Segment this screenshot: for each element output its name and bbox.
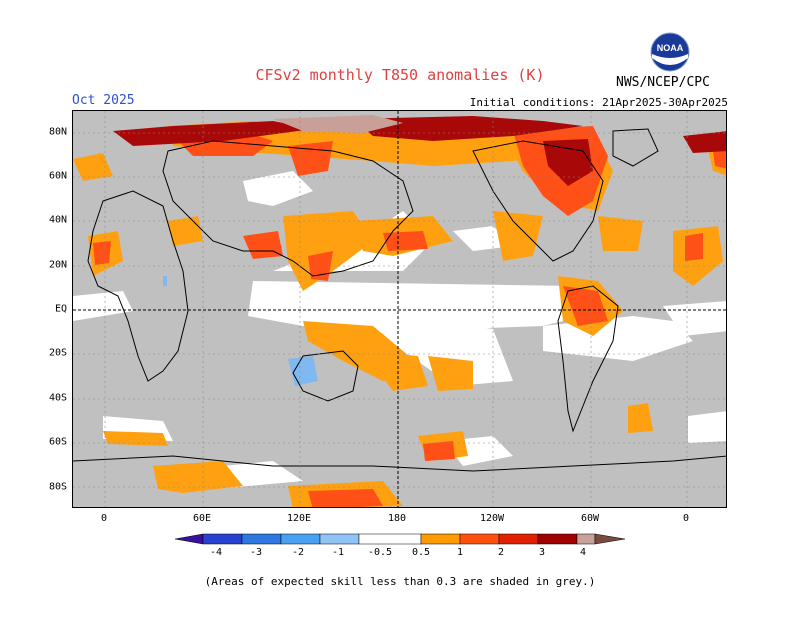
colorbar-swatch-2	[241, 533, 282, 545]
colorbar-label-neg4: -4	[209, 547, 223, 558]
lon-label-60w: 60W	[580, 513, 600, 524]
colorbar-swatch-5	[358, 533, 422, 545]
dark-red-anomaly-areas	[113, 116, 726, 186]
grid-lines	[73, 111, 726, 507]
lat-label-80n: 80N	[48, 126, 67, 138]
lat-label-eq: EQ	[54, 303, 67, 315]
colorbar-label-1: 1	[456, 547, 464, 558]
colorbar-label-neg3: -3	[249, 547, 263, 558]
colorbar-swatch-0	[174, 533, 204, 545]
lon-label-60e: 60E	[192, 513, 212, 524]
colorbar-swatch-8	[498, 533, 539, 545]
lon-label-0-right: 0	[682, 513, 690, 524]
map-svg	[73, 111, 726, 507]
lon-label-120e: 120E	[286, 513, 312, 524]
initial-conditions: Initial conditions: 21Apr2025-30Apr2025	[469, 96, 728, 109]
lon-label-0-left: 0	[100, 513, 108, 524]
forecast-month: Oct 2025	[72, 93, 135, 108]
lat-label-20s: 20S	[48, 347, 67, 359]
lat-label-80s: 80S	[48, 481, 67, 493]
colorbar-label-3: 3	[538, 547, 546, 558]
colorbar-swatch-4	[319, 533, 360, 545]
anomaly-map	[72, 110, 727, 508]
noaa-logo: NOAA	[650, 32, 690, 72]
footnote: (Areas of expected skill less than 0.3 a…	[204, 575, 596, 588]
colorbar-label-4: 4	[579, 547, 587, 558]
colorbar-label-neg2: -2	[291, 547, 305, 558]
lon-label-180: 180	[387, 513, 407, 524]
lat-label-60n: 60N	[48, 170, 67, 182]
lat-label-40n: 40N	[48, 214, 67, 226]
colorbar-label-neg1: -1	[331, 547, 345, 558]
colorbar-swatch-9	[537, 533, 578, 545]
colorbar-label-2: 2	[497, 547, 505, 558]
logo-text: NOAA	[657, 43, 684, 53]
colorbar-label-neg05: -0.5	[367, 547, 393, 558]
colorbar-swatch-6	[420, 533, 461, 545]
colorbar-label-05: 0.5	[411, 547, 431, 558]
chart-title: CFSv2 monthly T850 anomalies (K)	[255, 66, 545, 84]
colorbar-swatch-10	[576, 533, 596, 545]
lat-label-20n: 20N	[48, 259, 67, 271]
coastlines	[73, 128, 726, 472]
lat-label-40s: 40S	[48, 392, 67, 404]
colorbar-swatch-1	[202, 533, 243, 545]
lon-label-120w: 120W	[479, 513, 505, 524]
colorbar-swatch-3	[280, 533, 321, 545]
agency-label: NWS/NCEP/CPC	[616, 75, 710, 90]
colorbar	[174, 533, 626, 545]
lat-label-60s: 60S	[48, 436, 67, 448]
colorbar-swatch-7	[459, 533, 500, 545]
pink-extreme-anomaly-area	[273, 115, 403, 133]
colorbar-swatch-11	[594, 533, 626, 545]
